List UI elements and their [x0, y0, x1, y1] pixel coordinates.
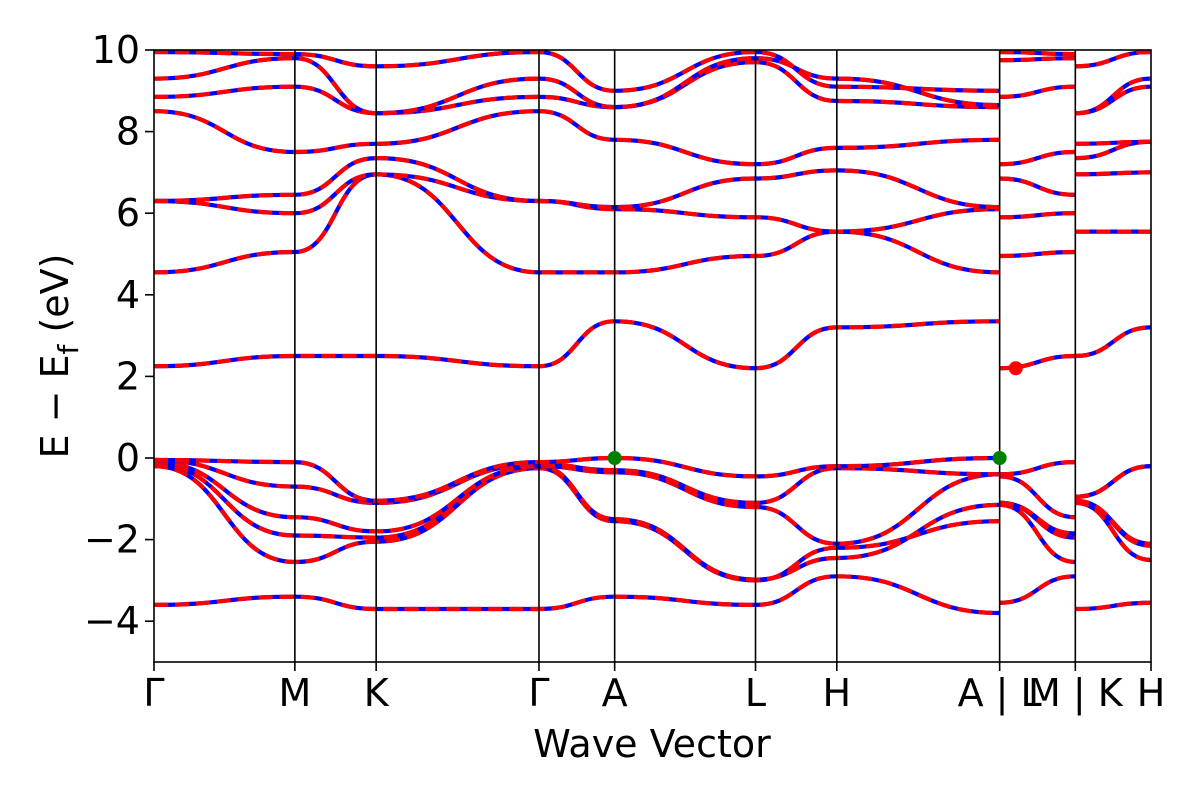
x-tick-label: A | L	[958, 671, 1042, 716]
y-axis-label-unit: (eV)	[33, 254, 77, 345]
band-edge-markers	[607, 361, 1023, 465]
band-line	[999, 574, 1076, 605]
band-line-dashed	[154, 457, 1000, 505]
x-axis-label: Wave Vector	[533, 722, 771, 766]
band-line-dashed	[154, 574, 1000, 616]
band-line-dashed	[999, 502, 1076, 565]
y-tick-label: 0	[116, 436, 140, 480]
y-tick-label: 10	[92, 28, 140, 72]
band-line-dashed	[999, 500, 1076, 536]
band-line-dashed	[999, 474, 1076, 520]
plot-frame	[153, 49, 1152, 663]
band-line-dashed	[1075, 325, 1151, 359]
vbm-marker	[992, 451, 1007, 465]
band-line-dashed	[999, 574, 1076, 605]
x-tick-label: H	[1137, 671, 1166, 715]
y-tick-label: 8	[116, 110, 140, 154]
x-tick-label: M | K	[1028, 671, 1124, 716]
band-line-dashed	[154, 50, 1000, 93]
band-line	[1075, 325, 1151, 359]
x-tick-label: L	[745, 671, 766, 715]
band-line-dashed	[154, 464, 1000, 583]
band-line	[154, 156, 1000, 210]
x-tick-label: Γ	[143, 671, 164, 715]
band-line-dashed	[154, 156, 1000, 210]
band-line-dashed	[1075, 464, 1151, 499]
x-axis-ticks: Γ M K Γ A L H A | LM | K H	[143, 662, 1165, 716]
band-line-dashed	[999, 50, 1076, 57]
band-line-dashed	[1075, 600, 1151, 612]
y-tick-label: 6	[116, 191, 140, 235]
high-symmetry-lines	[294, 50, 1077, 662]
band-line	[154, 109, 1000, 167]
band-line	[1075, 464, 1151, 499]
x-tick-label: A	[602, 671, 628, 715]
band-line	[154, 460, 1000, 546]
band-line-dashed	[154, 109, 1000, 167]
band-line-dashed	[1075, 500, 1151, 563]
y-tick-label: −2	[84, 518, 140, 562]
y-tick-label: 4	[116, 273, 140, 317]
band-line-dashed	[999, 249, 1076, 259]
band-line	[1075, 84, 1151, 116]
band-line-dashed	[154, 60, 1000, 116]
band-line-dashed	[1075, 498, 1151, 546]
y-tick-label: −4	[84, 599, 140, 643]
band-line-dashed	[154, 319, 1000, 371]
band-line-dashed	[1075, 139, 1151, 146]
band-line-dashed	[999, 56, 1076, 63]
vbm-marker	[607, 451, 622, 465]
y-axis-label-sub: f	[52, 343, 85, 354]
band-line-dashed	[999, 211, 1076, 220]
band-line-dashed	[1075, 76, 1151, 116]
band-line	[154, 172, 1000, 275]
band-line-dashed	[999, 149, 1076, 167]
band-line-dashed	[154, 172, 1000, 275]
x-tick-label: M	[278, 671, 311, 715]
band-line-dashed	[999, 460, 1076, 477]
band-line-dashed	[154, 56, 1000, 116]
band-line	[154, 574, 1000, 616]
cbm-marker	[1008, 361, 1023, 376]
band-line-dashed	[999, 84, 1076, 99]
y-axis-label: E − Ef (eV)	[33, 254, 85, 459]
band-line-dashed	[154, 460, 1000, 546]
band-line-dashed	[999, 176, 1076, 197]
band-line-dashed	[1075, 170, 1151, 177]
x-tick-label: Γ	[528, 671, 549, 715]
band-line	[154, 464, 1000, 583]
band-lines	[154, 50, 1151, 616]
y-axis-ticks: −4 −2 0 2 4 6 8 10	[84, 28, 154, 643]
x-tick-label: H	[823, 671, 852, 715]
band-line-dashed	[1075, 50, 1151, 69]
x-tick-label: K	[364, 671, 390, 715]
y-axis-label-main: E − E	[33, 354, 77, 458]
y-tick-label: 2	[116, 354, 140, 398]
